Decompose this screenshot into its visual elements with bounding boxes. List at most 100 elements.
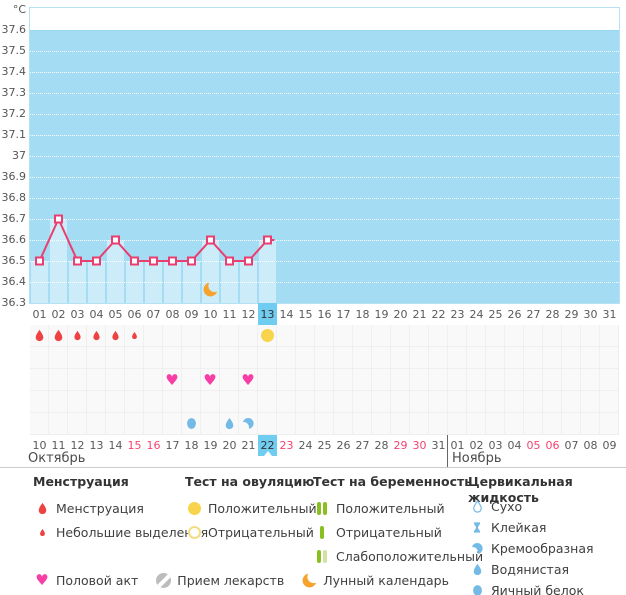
event-cell[interactable] bbox=[429, 391, 448, 413]
event-cell[interactable] bbox=[258, 325, 277, 347]
cycle-day-cell[interactable]: 27 bbox=[526, 307, 541, 321]
event-cell[interactable] bbox=[429, 347, 448, 369]
event-cell[interactable] bbox=[410, 391, 429, 413]
cycle-day-cell[interactable]: 08 bbox=[165, 307, 180, 321]
event-cell[interactable] bbox=[505, 325, 524, 347]
event-cell[interactable] bbox=[467, 347, 486, 369]
event-cell[interactable] bbox=[49, 369, 68, 391]
event-cell[interactable] bbox=[87, 391, 106, 413]
date-cell[interactable]: 25 bbox=[317, 439, 332, 452]
event-cell[interactable] bbox=[486, 413, 505, 435]
event-cell[interactable] bbox=[353, 413, 372, 435]
event-cell[interactable] bbox=[182, 413, 201, 435]
event-cell[interactable] bbox=[486, 325, 505, 347]
event-cell[interactable] bbox=[87, 369, 106, 391]
event-cell[interactable] bbox=[467, 369, 486, 391]
event-cell[interactable] bbox=[125, 413, 144, 435]
event-cell[interactable] bbox=[258, 369, 277, 391]
date-cell[interactable]: 01 bbox=[450, 439, 465, 452]
date-cell[interactable]: 09 bbox=[602, 439, 617, 452]
date-cell[interactable]: 08 bbox=[583, 439, 598, 452]
event-cell[interactable] bbox=[429, 369, 448, 391]
event-cell[interactable] bbox=[391, 413, 410, 435]
event-cell[interactable] bbox=[505, 391, 524, 413]
cycle-day-cell[interactable]: 22 bbox=[431, 307, 446, 321]
event-cell[interactable] bbox=[315, 369, 334, 391]
event-cell[interactable] bbox=[49, 391, 68, 413]
date-cell[interactable]: 19 bbox=[203, 439, 218, 452]
event-cell[interactable] bbox=[600, 325, 619, 347]
cycle-day-cell[interactable]: 12 bbox=[241, 307, 256, 321]
event-cell[interactable] bbox=[296, 325, 315, 347]
date-cell[interactable]: 07 bbox=[564, 439, 579, 452]
event-cell[interactable] bbox=[277, 391, 296, 413]
event-cell[interactable] bbox=[334, 413, 353, 435]
cycle-day-cell[interactable]: 17 bbox=[336, 307, 351, 321]
event-cell[interactable] bbox=[581, 413, 600, 435]
event-cell[interactable] bbox=[467, 391, 486, 413]
event-cell[interactable] bbox=[391, 391, 410, 413]
cycle-day-cell[interactable]: 28 bbox=[545, 307, 560, 321]
date-cell[interactable]: 28 bbox=[374, 439, 389, 452]
date-cell[interactable]: 04 bbox=[507, 439, 522, 452]
event-cell[interactable] bbox=[600, 347, 619, 369]
cycle-day-cell[interactable]: 05 bbox=[108, 307, 123, 321]
event-cell[interactable] bbox=[486, 391, 505, 413]
event-cell[interactable] bbox=[163, 391, 182, 413]
event-cell[interactable] bbox=[334, 369, 353, 391]
cycle-day-cell[interactable]: 11 bbox=[222, 307, 237, 321]
event-cell[interactable] bbox=[277, 347, 296, 369]
cycle-day-cell[interactable]: 25 bbox=[488, 307, 503, 321]
date-cell[interactable]: 16 bbox=[146, 439, 161, 452]
event-cell[interactable] bbox=[220, 413, 239, 435]
event-cell[interactable] bbox=[372, 391, 391, 413]
event-cell[interactable] bbox=[296, 413, 315, 435]
date-cell[interactable]: 30 bbox=[412, 439, 427, 452]
event-cell[interactable] bbox=[448, 413, 467, 435]
event-cell[interactable] bbox=[296, 347, 315, 369]
event-cell[interactable] bbox=[296, 391, 315, 413]
cycle-day-cell[interactable]: 19 bbox=[374, 307, 389, 321]
event-cell[interactable] bbox=[429, 325, 448, 347]
event-cell[interactable] bbox=[562, 413, 581, 435]
event-cell[interactable] bbox=[486, 347, 505, 369]
event-cell[interactable] bbox=[410, 413, 429, 435]
date-cell[interactable]: 18 bbox=[184, 439, 199, 452]
cycle-day-cell[interactable]: 02 bbox=[51, 307, 66, 321]
event-cell[interactable] bbox=[30, 413, 49, 435]
event-cell[interactable] bbox=[505, 369, 524, 391]
event-cell[interactable] bbox=[277, 369, 296, 391]
event-cell[interactable] bbox=[258, 347, 277, 369]
event-cell[interactable] bbox=[372, 325, 391, 347]
date-cell[interactable]: 12 bbox=[70, 439, 85, 452]
event-cell[interactable] bbox=[372, 369, 391, 391]
date-cell[interactable]: 10 bbox=[32, 439, 47, 452]
event-cell[interactable] bbox=[524, 413, 543, 435]
event-cell[interactable] bbox=[581, 347, 600, 369]
event-cell[interactable] bbox=[353, 347, 372, 369]
cycle-day-cell[interactable]: 13 bbox=[258, 303, 277, 325]
cycle-day-cell[interactable]: 24 bbox=[469, 307, 484, 321]
event-cell[interactable] bbox=[68, 369, 87, 391]
event-cell[interactable] bbox=[296, 369, 315, 391]
event-cell[interactable] bbox=[106, 325, 125, 347]
event-cell[interactable] bbox=[562, 325, 581, 347]
event-cell[interactable] bbox=[106, 369, 125, 391]
event-cell[interactable] bbox=[524, 369, 543, 391]
event-cell[interactable]: ♥ bbox=[163, 369, 182, 391]
cycle-day-cell[interactable]: 26 bbox=[507, 307, 522, 321]
event-cell[interactable] bbox=[467, 413, 486, 435]
date-cell[interactable]: 23 bbox=[279, 439, 294, 452]
event-cell[interactable] bbox=[524, 325, 543, 347]
event-cell[interactable] bbox=[182, 391, 201, 413]
event-cell[interactable] bbox=[581, 325, 600, 347]
event-cell[interactable] bbox=[30, 325, 49, 347]
event-cell[interactable] bbox=[30, 347, 49, 369]
event-cell[interactable] bbox=[201, 391, 220, 413]
event-cell[interactable] bbox=[201, 325, 220, 347]
date-cell[interactable]: 02 bbox=[469, 439, 484, 452]
event-cell[interactable] bbox=[410, 369, 429, 391]
cycle-day-cell[interactable]: 06 bbox=[127, 307, 142, 321]
date-cell[interactable]: 24 bbox=[298, 439, 313, 452]
event-cell[interactable] bbox=[220, 347, 239, 369]
